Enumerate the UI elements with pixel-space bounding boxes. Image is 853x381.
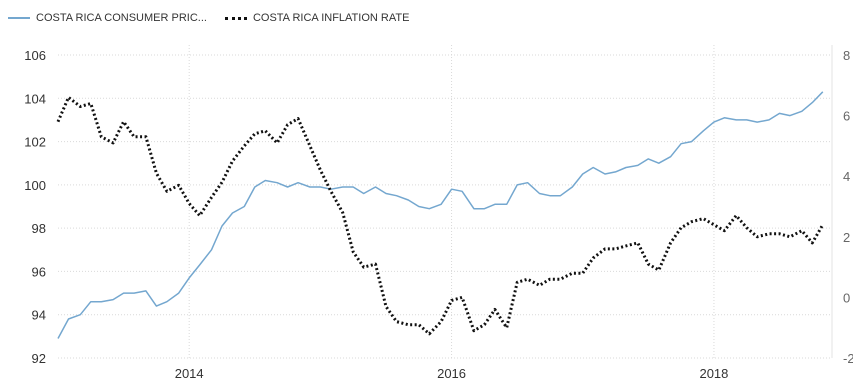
right-tick-label: 2 [843, 230, 850, 245]
right-tick-label: 8 [843, 48, 850, 63]
x-tick-label: 2018 [699, 366, 728, 381]
right-tick-label: 6 [843, 109, 850, 124]
legend-item-consumer-price[interactable]: COSTA RICA CONSUMER PRIC... [8, 12, 207, 24]
left-tick-label: 94 [32, 308, 46, 323]
left-tick-label: 92 [32, 351, 46, 366]
left-tick-label: 102 [24, 135, 46, 150]
x-tick-label: 2016 [437, 366, 466, 381]
left-tick-label: 98 [32, 221, 46, 236]
legend-label-inflation-rate: COSTA RICA INFLATION RATE [252, 12, 410, 24]
left-tick-label: 106 [24, 48, 46, 63]
right-tick-label: 4 [843, 169, 850, 184]
left-axis-ticks: 106 104 102 100 98 96 94 92 [24, 48, 46, 366]
x-tick-label: 2014 [175, 366, 204, 381]
x-axis-ticks: 2014 2016 2018 [175, 366, 729, 381]
left-tick-label: 104 [24, 91, 46, 106]
right-axis-ticks: 8 6 4 2 0 -2 [843, 48, 853, 366]
legend-label-consumer-price: COSTA RICA CONSUMER PRIC... [36, 12, 207, 24]
gridlines [58, 45, 833, 359]
legend: COSTA RICA CONSUMER PRIC... COSTA RICA I… [8, 8, 427, 28]
series-line-inflation-rate[interactable] [56, 95, 825, 336]
legend-item-inflation-rate[interactable]: COSTA RICA INFLATION RATE [224, 12, 410, 24]
legend-swatch-solid-line [8, 17, 30, 19]
right-tick-label: -2 [843, 351, 853, 366]
series-layer [56, 91, 825, 339]
series-line-consumer-price[interactable] [57, 91, 824, 339]
left-tick-label: 96 [32, 264, 46, 279]
legend-swatch-dotted-line [224, 16, 247, 20]
right-tick-label: 0 [843, 290, 850, 305]
left-tick-label: 100 [24, 178, 46, 193]
